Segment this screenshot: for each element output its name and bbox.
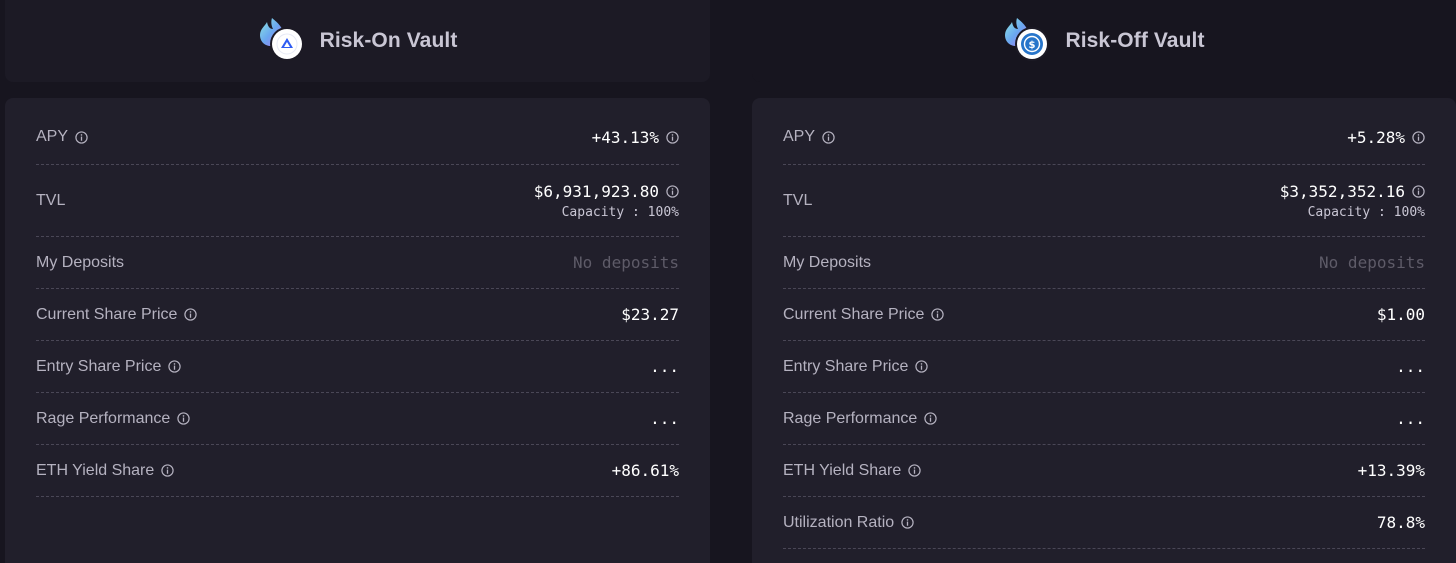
eth-yield-share-row: ETH Yield Share +86.61% bbox=[36, 445, 679, 497]
tvl-capacity: Capacity : 100% bbox=[1307, 204, 1425, 220]
entry-share-price-label: Entry Share Price bbox=[783, 357, 909, 375]
eth-yield-share-row: ETH Yield Share +13.39% bbox=[783, 445, 1425, 497]
info-icon[interactable] bbox=[75, 130, 88, 144]
rage-performance-value: ... bbox=[650, 409, 679, 428]
apy-label: APY bbox=[783, 128, 816, 145]
deposits-label: My Deposits bbox=[783, 253, 872, 271]
apy-value: +43.13% bbox=[591, 127, 659, 147]
info-icon[interactable] bbox=[666, 184, 679, 198]
vault-logo bbox=[258, 13, 306, 61]
rage-performance-row: Rage Performance ... bbox=[783, 393, 1425, 445]
deposits-row: My Deposits No deposits bbox=[36, 237, 679, 289]
info-icon[interactable] bbox=[908, 464, 921, 477]
svg-text:$: $ bbox=[1029, 40, 1036, 51]
rage-performance-value: ... bbox=[1396, 409, 1425, 428]
vault-header: $ Risk-Off Vault bbox=[752, 0, 1456, 82]
current-share-price-value: $23.27 bbox=[621, 305, 679, 324]
tvl-label: TVL bbox=[783, 191, 813, 209]
tvl-row: TVL $3,352,352.16 Capacity : 100% bbox=[783, 165, 1425, 237]
entry-share-price-row: Entry Share Price ... bbox=[36, 341, 679, 393]
utilization-ratio-label: Utilization Ratio bbox=[783, 513, 895, 531]
eth-yield-share-value: +13.39% bbox=[1357, 461, 1425, 480]
vault-header: Risk-On Vault bbox=[5, 0, 710, 82]
apy-value: +5.28% bbox=[1347, 127, 1405, 147]
vault-title: Risk-On Vault bbox=[319, 29, 458, 52]
info-icon[interactable] bbox=[168, 360, 182, 373]
info-icon[interactable] bbox=[931, 308, 945, 321]
current-share-price-label: Current Share Price bbox=[36, 305, 178, 323]
eth-yield-share-value: +86.61% bbox=[611, 461, 679, 480]
apy-row: APY +5.28% bbox=[783, 110, 1425, 165]
tvl-value: $6,931,923.80 bbox=[533, 181, 659, 201]
eth-yield-share-label: ETH Yield Share bbox=[36, 461, 155, 479]
tvl-row: TVL $6,931,923.80 Capacity : 100% bbox=[36, 165, 679, 237]
info-icon[interactable] bbox=[1412, 184, 1425, 198]
info-icon[interactable] bbox=[915, 360, 929, 373]
vault-stats-card: APY +5.28% TVL $3,352,352.16 bbox=[752, 98, 1456, 563]
current-share-price-row: Current Share Price $1.00 bbox=[783, 289, 1425, 341]
entry-share-price-value: ... bbox=[1396, 357, 1425, 376]
usdc-token-icon: $ bbox=[1017, 29, 1048, 59]
apy-label: APY bbox=[36, 128, 69, 145]
tvl-value: $3,352,352.16 bbox=[1279, 181, 1405, 201]
rage-performance-label: Rage Performance bbox=[783, 409, 918, 427]
current-share-price-value: $1.00 bbox=[1376, 305, 1425, 324]
vault-stats-card: APY +43.13% TVL $6,931,923.80 bbox=[5, 98, 710, 563]
deposits-label: My Deposits bbox=[36, 253, 125, 271]
info-icon[interactable] bbox=[177, 412, 190, 425]
triangle-token-icon bbox=[271, 29, 302, 59]
info-icon[interactable] bbox=[924, 412, 937, 425]
entry-share-price-row: Entry Share Price ... bbox=[783, 341, 1425, 393]
entry-share-price-value: ... bbox=[650, 357, 679, 376]
info-icon[interactable] bbox=[184, 308, 198, 321]
vault-title: Risk-Off Vault bbox=[1065, 29, 1205, 52]
tvl-label: TVL bbox=[36, 191, 66, 209]
deposits-row: My Deposits No deposits bbox=[783, 237, 1425, 289]
rage-performance-row: Rage Performance ... bbox=[36, 393, 679, 445]
rage-performance-label: Rage Performance bbox=[36, 409, 171, 427]
current-share-price-row: Current Share Price $23.27 bbox=[36, 289, 679, 341]
current-share-price-label: Current Share Price bbox=[783, 305, 925, 323]
deposits-value: No deposits bbox=[573, 253, 679, 272]
utilization-ratio-value: 78.8% bbox=[1376, 513, 1425, 532]
tvl-capacity: Capacity : 100% bbox=[561, 204, 679, 220]
info-icon[interactable] bbox=[901, 516, 914, 529]
info-icon[interactable] bbox=[822, 130, 835, 144]
info-icon[interactable] bbox=[1412, 130, 1425, 144]
info-icon[interactable] bbox=[161, 464, 174, 477]
info-icon[interactable] bbox=[666, 130, 679, 144]
deposits-value: No deposits bbox=[1319, 253, 1425, 272]
utilization-ratio-row: Utilization Ratio 78.8% bbox=[783, 497, 1425, 549]
eth-yield-share-label: ETH Yield Share bbox=[783, 461, 902, 479]
apy-row: APY +43.13% bbox=[36, 110, 679, 165]
vault-logo: $ bbox=[1003, 13, 1051, 61]
entry-share-price-label: Entry Share Price bbox=[36, 357, 162, 375]
